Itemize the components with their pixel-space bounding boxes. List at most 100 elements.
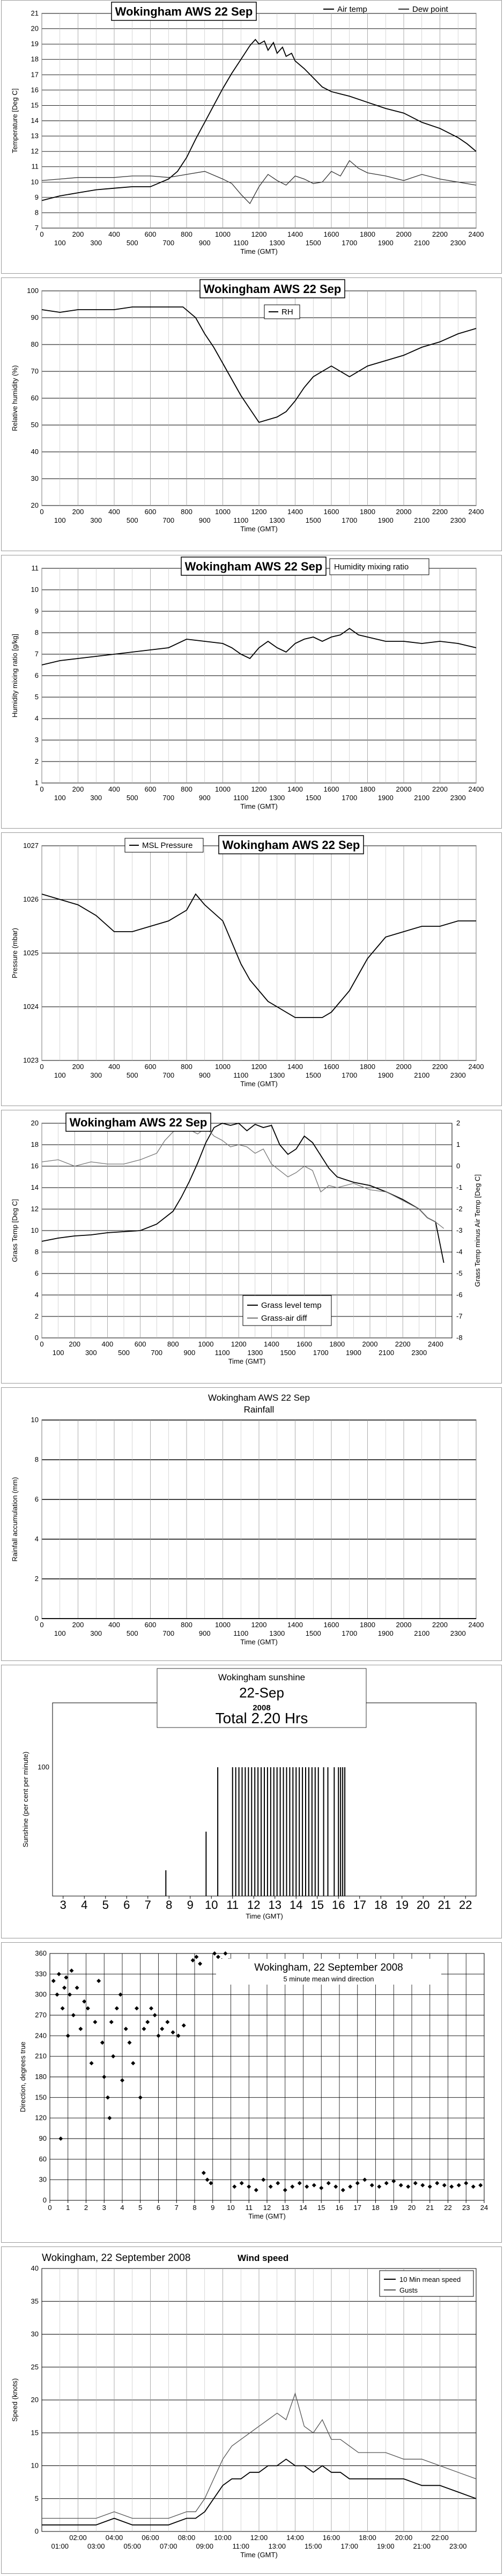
x-tick-label: 2000 <box>396 1621 412 1629</box>
chart-title: Wokingham sunshine <box>218 1672 305 1682</box>
x-tick-label: 300 <box>90 794 102 802</box>
data-point <box>398 2183 403 2187</box>
data-point <box>85 2006 90 2011</box>
x-tick-label: 11 <box>246 2204 253 2212</box>
y-tick-label: 6 <box>35 671 39 679</box>
y-tick-label: 35 <box>31 2297 39 2305</box>
x-tick-label: 13 <box>281 2204 289 2212</box>
x-tick-label: 1800 <box>360 1621 375 1629</box>
data-point <box>348 2184 353 2189</box>
x-tick-label: 100 <box>53 1349 64 1357</box>
chart-svg-sunshine: 100 3 4 5 6 7 8 9 10 11 12 13 14 15 16 17 18 19 20 21 22 Time… <box>21 1668 477 1920</box>
data-point <box>114 2006 119 2011</box>
y-tick-label: 10 <box>31 178 39 186</box>
x-tick-label: 4 <box>81 1898 87 1912</box>
y-tick-label: 15 <box>31 101 39 109</box>
y-tick-label: 6 <box>35 1495 39 1503</box>
x-tick-label: 10 <box>227 2204 234 2212</box>
x-tick-label: 22 <box>444 2204 451 2212</box>
x-tick-label: 08:00 <box>178 2534 196 2542</box>
series-line-humidity-mixing-ratio <box>41 627 477 665</box>
x-tick-label: 800 <box>181 230 192 238</box>
x-tick-label: 900 <box>184 1349 196 1357</box>
chart-title: Wokingham AWS 22 Sep <box>70 1116 207 1129</box>
x-tick-label: 400 <box>108 230 120 238</box>
x-tick-label: 1100 <box>233 1071 248 1079</box>
data-point <box>97 1979 101 1984</box>
series-line-gusts <box>42 2392 477 2519</box>
x-tick-label: 1300 <box>269 794 285 802</box>
data-point <box>111 2054 116 2059</box>
x-tick-label: 16:00 <box>323 2534 340 2542</box>
data-point <box>297 2181 302 2186</box>
chart-title-box <box>218 835 364 854</box>
y2-tick-label: -8 <box>456 1334 463 1342</box>
legend-label: Grass level temp <box>261 1301 322 1310</box>
y-tick-label: 30 <box>39 2176 47 2184</box>
x-tick-label: 1300 <box>269 239 285 247</box>
series-line-10-min-mean-speed <box>42 2458 477 2526</box>
y-tick-label: 20 <box>31 25 39 33</box>
data-point <box>65 2033 70 2038</box>
y-tick-label: 17 <box>31 70 39 78</box>
x-tick-label: 14 <box>299 2204 307 2212</box>
x-tick-label: 1100 <box>233 516 248 524</box>
chart-panel-sunshine: 100 3 4 5 6 7 8 9 10 11 12 13 14 15 16 17 18 19 20 21 22 Time… <box>1 1665 502 1938</box>
legend-label: Grass-air diff <box>261 1314 307 1323</box>
data-point <box>152 2013 157 2017</box>
data-point <box>254 2187 258 2192</box>
x-tick-label: 1000 <box>215 1063 231 1071</box>
x-tick-label: 2400 <box>469 1063 484 1071</box>
x-axis-label: Time (GMT) <box>240 802 278 810</box>
y-tick-label: 14 <box>31 1183 39 1191</box>
x-tick-label: 900 <box>199 516 211 524</box>
x-tick-label: 12 <box>263 2204 271 2212</box>
data-point <box>442 2183 447 2187</box>
x-tick-label: 200 <box>72 1063 84 1071</box>
y-tick-label: 8 <box>35 208 39 216</box>
data-point <box>205 2177 210 2182</box>
chart-title: Wokingham, 22 September 2008 <box>254 1962 403 1973</box>
data-point <box>391 2179 396 2184</box>
x-tick-label: 2300 <box>450 239 466 247</box>
y-tick-label: 9 <box>35 607 39 615</box>
x-tick-label: 2000 <box>362 1340 378 1348</box>
data-point <box>145 2019 150 2024</box>
x-tick-label: 2300 <box>450 1629 466 1637</box>
x-tick-label: 1200 <box>251 1621 267 1629</box>
y-tick-label: 300 <box>35 1990 47 1999</box>
x-tick-label: 11 <box>226 1898 239 1912</box>
data-point <box>471 2184 476 2189</box>
x-tick-label: 1300 <box>247 1349 263 1357</box>
y-axis-label: Direction, degrees true <box>19 2041 27 2112</box>
x-tick-label: 900 <box>199 1629 211 1637</box>
x-tick-label: 2000 <box>396 785 412 793</box>
y-tick-label: 0 <box>43 2196 47 2204</box>
x-tick-label: 2300 <box>450 794 466 802</box>
y-tick-label: 13 <box>31 132 39 140</box>
x-tick-label: 20 <box>417 1898 429 1912</box>
x-tick-label: 1500 <box>280 1349 296 1357</box>
data-point <box>319 2186 324 2190</box>
data-point <box>171 2030 175 2035</box>
x-tick-label: 2400 <box>469 508 484 516</box>
x-tick-label: 2300 <box>450 1071 466 1079</box>
y-tick-label: 19 <box>31 40 39 48</box>
x-tick-label: 400 <box>108 1621 120 1629</box>
y-tick-label: 270 <box>35 2011 47 2019</box>
x-tick-label: 1000 <box>215 1621 231 1629</box>
data-point <box>69 1968 74 1973</box>
x-tick-label: 21 <box>426 2204 434 2212</box>
data-point <box>176 2033 181 2038</box>
data-point <box>212 1951 217 1956</box>
y-tick-label: 0 <box>35 2527 39 2535</box>
x-tick-label: 18 <box>374 1898 387 1912</box>
y-axis-label: Speed (knots) <box>11 2379 19 2422</box>
y-tick-label: 1026 <box>23 895 39 903</box>
y2-tick-label: -6 <box>456 1291 463 1299</box>
x-tick-label: 21 <box>438 1898 451 1912</box>
data-point <box>51 1979 56 1984</box>
y-tick-label: 70 <box>31 367 39 375</box>
data-point <box>120 2078 124 2083</box>
chart-subtitle: 5 minute mean wind direction <box>283 1975 374 1983</box>
